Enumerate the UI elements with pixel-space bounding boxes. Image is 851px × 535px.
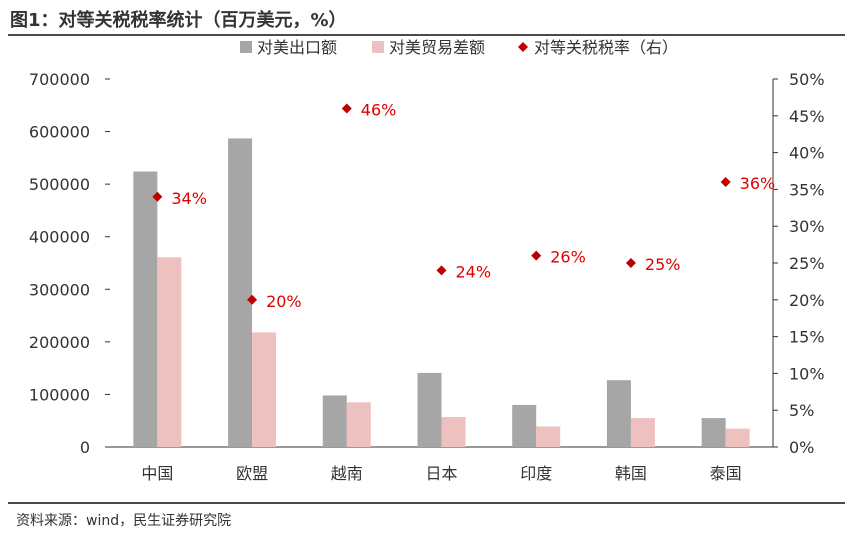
x-tick-label: 越南 xyxy=(331,464,363,483)
legend-surplus-swatch xyxy=(372,41,384,53)
y-left-tick-label: 0 xyxy=(80,438,90,457)
y-right-tick-label: 35% xyxy=(789,180,825,199)
bar-export xyxy=(228,138,253,448)
bar-surplus xyxy=(441,417,466,447)
bar-surplus xyxy=(630,418,655,447)
y-left-tick-label: 500000 xyxy=(29,175,90,194)
x-tick-label: 中国 xyxy=(141,464,173,483)
rate-data-label: 46% xyxy=(361,100,397,119)
bar-surplus xyxy=(346,402,371,447)
bar-export xyxy=(322,395,347,447)
x-tick-label: 欧盟 xyxy=(236,464,268,483)
y-left-tick-label: 600000 xyxy=(29,123,90,142)
legend-export-swatch xyxy=(240,41,252,53)
rate-point xyxy=(720,177,731,188)
bar-export xyxy=(133,171,158,448)
rate-data-label: 34% xyxy=(171,189,207,208)
y-right-tick-label: 50% xyxy=(789,70,825,89)
y-left-tick-label: 300000 xyxy=(29,280,90,299)
title-divider xyxy=(8,34,845,36)
rate-point xyxy=(152,191,163,202)
rate-data-label: 26% xyxy=(550,248,586,267)
rate-point xyxy=(341,103,352,114)
legend-surplus-label: 对美贸易差额 xyxy=(389,38,485,57)
y-left-tick-label: 200000 xyxy=(29,333,90,352)
rate-data-label: 20% xyxy=(266,292,302,311)
rate-point xyxy=(436,265,447,276)
rate-data-label: 25% xyxy=(645,255,681,274)
legend-rate-marker xyxy=(518,42,528,52)
legend-export-label: 对美出口额 xyxy=(257,38,337,57)
bar-surplus xyxy=(536,426,561,447)
y-right-tick-label: 10% xyxy=(789,364,825,383)
y-right-tick-label: 40% xyxy=(789,144,825,163)
y-right-tick-label: 30% xyxy=(789,217,825,236)
y-right-tick-label: 5% xyxy=(789,401,814,420)
y-left-tick-label: 400000 xyxy=(29,228,90,247)
rate-point xyxy=(247,294,258,305)
x-tick-label: 日本 xyxy=(425,464,457,483)
x-tick-label: 印度 xyxy=(520,464,552,483)
y-right-tick-label: 15% xyxy=(789,328,825,347)
bar-export xyxy=(606,380,631,447)
bar-surplus xyxy=(725,428,750,447)
bar-export xyxy=(417,372,442,447)
y-right-tick-label: 0% xyxy=(789,438,814,457)
footer-divider xyxy=(8,502,845,504)
bar-export xyxy=(512,404,537,447)
source-note: 资料来源：wind，民生证券研究院 xyxy=(16,513,232,529)
rate-point xyxy=(531,250,542,261)
rate-data-label: 24% xyxy=(456,262,492,281)
x-tick-label: 泰国 xyxy=(710,464,742,483)
bar-surplus xyxy=(252,332,277,447)
x-tick-label: 韩国 xyxy=(615,464,647,483)
page-title: 图1：对等关税税率统计（百万美元，%） xyxy=(10,10,347,31)
legend-rate-label: 对等关税税率（右） xyxy=(534,38,678,57)
rate-point xyxy=(625,258,636,268)
rate-data-label: 36% xyxy=(740,174,776,193)
y-right-tick-label: 45% xyxy=(789,107,825,126)
y-right-tick-label: 25% xyxy=(789,254,825,273)
bar-surplus xyxy=(157,257,182,447)
y-left-tick-label: 100000 xyxy=(29,385,90,404)
bar-export xyxy=(701,418,726,447)
y-left-tick-label: 700000 xyxy=(29,70,90,89)
tariff-chart: 0 100000 200000 300000 400000 500000 600000 700… xyxy=(29,38,825,483)
y-right-tick-label: 20% xyxy=(789,291,825,310)
